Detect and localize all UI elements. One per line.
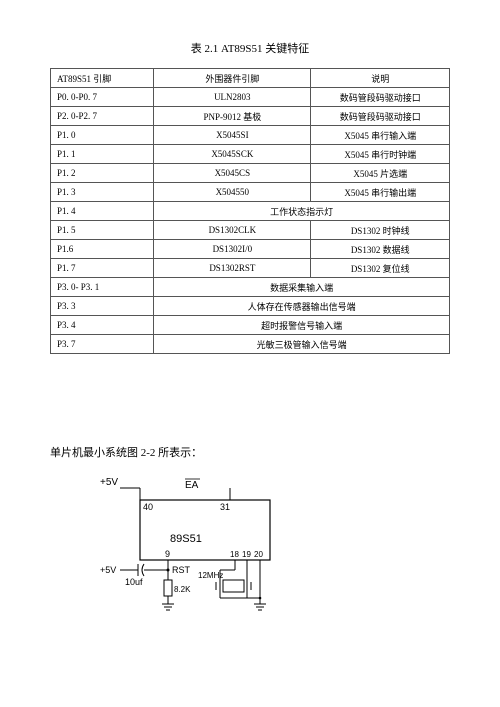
header-peripheral: 外围器件引脚 — [154, 69, 311, 88]
vcc-rst-label: +5V — [100, 565, 116, 575]
cell-pin: P2. 0-P2. 7 — [51, 107, 154, 126]
chip-label: 89S51 — [170, 533, 202, 545]
cell-pin: P1. 1 — [51, 145, 154, 164]
diagram-caption: 单片机最小系统图 2-2 所表示： — [50, 444, 450, 460]
table-row: P3. 0- P3. 1数据采集输入端 — [51, 278, 450, 297]
cell-pin: P1. 7 — [51, 259, 154, 278]
pin40-label: 40 — [143, 502, 153, 512]
cell-peripheral: X5045SI — [154, 126, 311, 145]
table-row: P1.6DS1302I/0DS1302 数据线 — [51, 240, 450, 259]
pin19-label: 19 — [242, 550, 251, 559]
rst-label: RST — [172, 565, 191, 575]
table-row: P3. 7光敏三极管输入信号端 — [51, 335, 450, 354]
res-label: 8.2K — [174, 585, 191, 594]
header-pin: AT89S51 引脚 — [51, 69, 154, 88]
cell-peripheral: X5045SCK — [154, 145, 311, 164]
cell-peripheral: X5045CS — [154, 164, 311, 183]
cell-peripheral: DS1302RST — [154, 259, 311, 278]
cell-peripheral: DS1302CLK — [154, 221, 311, 240]
cell-peripheral: ULN2803 — [154, 88, 311, 107]
cell-pin: P1. 4 — [51, 202, 154, 221]
cell-pin: P3. 3 — [51, 297, 154, 316]
cell-merged: 数据采集输入端 — [154, 278, 450, 297]
table-title: 表 2.1 AT89S51 关键特征 — [50, 40, 450, 56]
cell-desc: 数码管段码驱动接口 — [311, 107, 450, 126]
cell-pin: P1. 0 — [51, 126, 154, 145]
cell-peripheral: PNP-9012 基极 — [154, 107, 311, 126]
cell-desc: DS1302 数据线 — [311, 240, 450, 259]
cell-pin: P3. 4 — [51, 316, 154, 335]
table-row: P1. 3X504550X5045 串行输出端 — [51, 183, 450, 202]
cell-pin: P1. 2 — [51, 164, 154, 183]
cell-merged: 工作状态指示灯 — [154, 202, 450, 221]
cell-desc: 数码管段码驱动接口 — [311, 88, 450, 107]
xtal-label: 12MHz — [198, 571, 223, 580]
cell-desc: DS1302 时钟线 — [311, 221, 450, 240]
cell-merged: 超时报警信号输入端 — [154, 316, 450, 335]
table-row: P1. 4工作状态指示灯 — [51, 202, 450, 221]
cell-pin: P3. 0- P3. 1 — [51, 278, 154, 297]
vcc-left-label: +5V — [100, 477, 118, 488]
table-row: P1. 5DS1302CLKDS1302 时钟线 — [51, 221, 450, 240]
cell-merged: 光敏三极管输入信号端 — [154, 335, 450, 354]
pin20-label: 20 — [254, 550, 263, 559]
table-row: P1. 0X5045SIX5045 串行输入端 — [51, 126, 450, 145]
pin18-label: 18 — [230, 550, 239, 559]
header-desc: 说明 — [311, 69, 450, 88]
cell-desc: X5045 串行输入端 — [311, 126, 450, 145]
cell-pin: P1. 5 — [51, 221, 154, 240]
table-row: P1. 7DS1302RSTDS1302 复位线 — [51, 259, 450, 278]
cell-pin: P0. 0-P0. 7 — [51, 88, 154, 107]
cell-peripheral: X504550 — [154, 183, 311, 202]
cell-pin: P1. 3 — [51, 183, 154, 202]
pin-table: AT89S51 引脚 外围器件引脚 说明 P0. 0-P0. 7ULN2803数… — [50, 68, 450, 354]
table-row: P1. 1X5045SCKX5045 串行时钟端 — [51, 145, 450, 164]
table-row: P1. 2X5045CSX5045 片选端 — [51, 164, 450, 183]
cell-desc: X5045 串行时钟端 — [311, 145, 450, 164]
pin9-label: 9 — [165, 549, 170, 559]
cell-desc: DS1302 复位线 — [311, 259, 450, 278]
cell-peripheral: DS1302I/0 — [154, 240, 311, 259]
cell-desc: X5045 串行输出端 — [311, 183, 450, 202]
cell-merged: 人体存在传感器输出信号端 — [154, 297, 450, 316]
table-row: P0. 0-P0. 7ULN2803数码管段码驱动接口 — [51, 88, 450, 107]
cell-desc: X5045 片选端 — [311, 164, 450, 183]
cap-label: 10uf — [125, 577, 143, 587]
circuit-diagram: 89S51 +5V 40 EA 31 9 RST +5V — [70, 470, 450, 625]
pin31-label: 31 — [220, 502, 230, 512]
ea-label: EA — [185, 480, 199, 491]
table-row: P2. 0-P2. 7PNP-9012 基极数码管段码驱动接口 — [51, 107, 450, 126]
table-row: P3. 3人体存在传感器输出信号端 — [51, 297, 450, 316]
cell-pin: P1.6 — [51, 240, 154, 259]
cell-pin: P3. 7 — [51, 335, 154, 354]
table-row: P3. 4超时报警信号输入端 — [51, 316, 450, 335]
